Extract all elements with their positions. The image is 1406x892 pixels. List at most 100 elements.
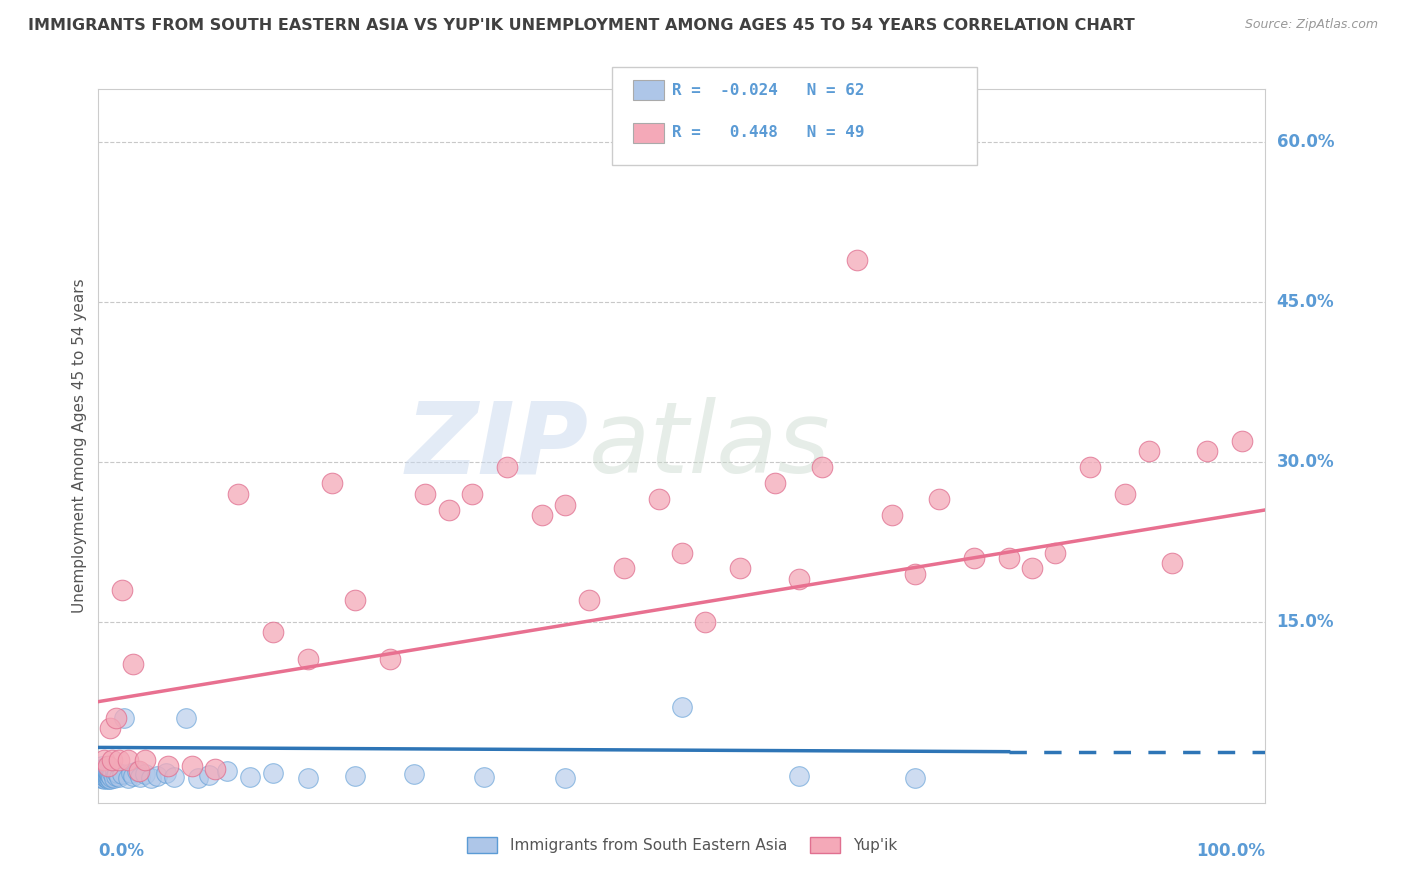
Point [262, 625, 284, 640]
Point [90, 758, 112, 772]
Point [111, 582, 134, 597]
Point [100, 770, 122, 784]
Point [98, 721, 121, 735]
Point [90, 767, 112, 781]
Point [120, 766, 142, 780]
Point [262, 766, 284, 780]
Point [90, 772, 112, 786]
Point [93, 766, 115, 780]
Point [380, 652, 402, 666]
Point [103, 772, 125, 786]
Point [180, 758, 202, 772]
Point [89, 764, 111, 778]
Point [578, 593, 600, 607]
Text: atlas: atlas [589, 398, 830, 494]
Point [787, 769, 810, 783]
Point [122, 657, 145, 672]
Point [297, 772, 319, 786]
Point [554, 772, 576, 786]
Text: R =   0.448   N = 49: R = 0.448 N = 49 [672, 126, 865, 140]
Text: 60.0%: 60.0% [1277, 134, 1334, 152]
Point [146, 769, 169, 783]
Point [321, 476, 343, 491]
Point [880, 508, 903, 523]
Point [239, 770, 262, 784]
Point [98, 772, 121, 787]
Point [96, 772, 118, 786]
Point [101, 753, 124, 767]
Point [1195, 444, 1218, 458]
Point [97, 772, 120, 786]
Point [215, 764, 238, 778]
Point [98, 768, 121, 782]
Point [1114, 487, 1136, 501]
Point [344, 593, 367, 607]
Point [96, 764, 118, 778]
Point [90, 766, 112, 780]
Point [730, 561, 752, 575]
Text: IMMIGRANTS FROM SOUTH EASTERN ASIA VS YUP'IK UNEMPLOYMENT AMONG AGES 45 TO 54 YE: IMMIGRANTS FROM SOUTH EASTERN ASIA VS YU… [28, 18, 1135, 33]
Point [671, 700, 693, 714]
Point [695, 615, 717, 629]
Point [91, 764, 114, 778]
Point [997, 550, 1019, 565]
Point [163, 770, 186, 784]
Point [187, 772, 209, 786]
Point [97, 758, 120, 772]
Point [1161, 556, 1184, 570]
Text: 30.0%: 30.0% [1277, 453, 1334, 471]
Point [89, 769, 111, 783]
Y-axis label: Unemployment Among Ages 45 to 54 years: Unemployment Among Ages 45 to 54 years [72, 278, 87, 614]
Point [204, 762, 226, 776]
Point [904, 772, 927, 786]
Point [1021, 561, 1043, 575]
Point [90, 764, 112, 778]
Point [134, 767, 156, 781]
Point [763, 476, 786, 491]
Point [139, 772, 162, 786]
Point [104, 710, 127, 724]
Point [846, 252, 869, 267]
Text: 0.0%: 0.0% [98, 842, 145, 860]
Point [93, 761, 115, 775]
Legend: Immigrants from South Eastern Asia, Yup'ik: Immigrants from South Eastern Asia, Yup'… [461, 831, 903, 859]
Point [97, 769, 120, 783]
Point [128, 764, 150, 778]
Point [134, 753, 156, 767]
Point [112, 710, 135, 724]
Text: ZIP: ZIP [405, 398, 589, 494]
Text: 15.0%: 15.0% [1277, 613, 1334, 631]
Point [613, 561, 636, 575]
Point [90, 762, 112, 776]
Text: 100.0%: 100.0% [1197, 842, 1265, 860]
Point [90, 770, 112, 784]
Point [198, 768, 221, 782]
Point [228, 487, 250, 501]
Point [97, 772, 120, 787]
Point [94, 763, 117, 777]
Point [104, 769, 127, 783]
Point [129, 770, 152, 784]
Point [904, 566, 927, 581]
Point [671, 545, 693, 559]
Text: R =  -0.024   N = 62: R = -0.024 N = 62 [672, 83, 865, 97]
Text: 45.0%: 45.0% [1277, 293, 1334, 311]
Point [402, 767, 425, 781]
Point [108, 770, 131, 784]
Point [97, 767, 120, 781]
Point [962, 550, 984, 565]
Point [111, 767, 134, 781]
Point [554, 498, 576, 512]
Point [461, 487, 484, 501]
Point [108, 753, 131, 767]
Point [811, 460, 834, 475]
Point [104, 764, 127, 778]
Point [437, 503, 460, 517]
Point [117, 772, 139, 786]
Text: Source: ZipAtlas.com: Source: ZipAtlas.com [1244, 18, 1378, 31]
Point [174, 710, 197, 724]
Point [413, 487, 436, 501]
Point [117, 753, 139, 767]
Point [1137, 444, 1160, 458]
Point [101, 766, 124, 780]
